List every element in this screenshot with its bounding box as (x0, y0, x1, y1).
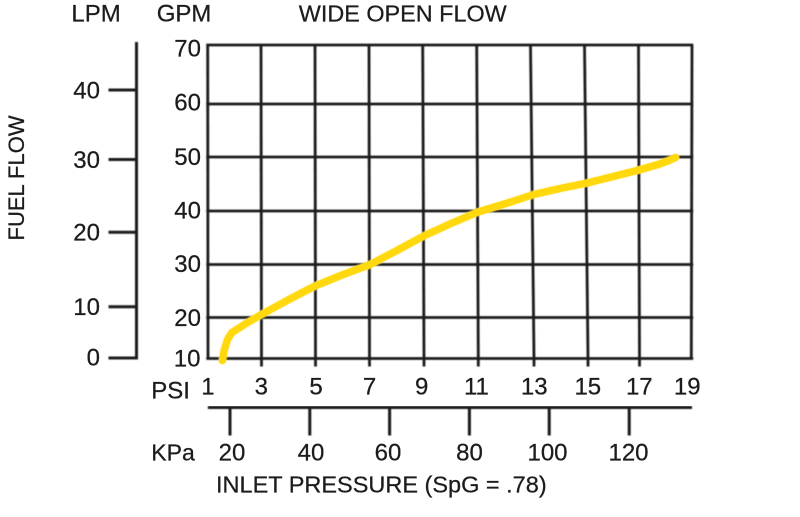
svg-text:70: 70 (174, 35, 201, 62)
svg-text:9: 9 (415, 374, 428, 401)
svg-text:3: 3 (255, 374, 268, 401)
svg-text:KPa: KPa (151, 439, 195, 465)
svg-text:40: 40 (298, 440, 325, 467)
svg-text:19: 19 (674, 374, 701, 401)
svg-text:LPM: LPM (71, 1, 120, 28)
svg-text:10: 10 (174, 345, 201, 372)
svg-text:60: 60 (375, 440, 402, 467)
svg-text:30: 30 (73, 147, 100, 174)
svg-text:100: 100 (527, 440, 567, 467)
svg-text:60: 60 (174, 90, 201, 117)
svg-text:10: 10 (73, 294, 100, 321)
svg-text:50: 50 (174, 144, 201, 171)
svg-text:20: 20 (73, 220, 100, 247)
svg-text:WIDE OPEN FLOW: WIDE OPEN FLOW (299, 0, 507, 26)
svg-text:0: 0 (87, 345, 100, 372)
svg-text:120: 120 (608, 440, 648, 467)
svg-text:11: 11 (464, 374, 489, 401)
svg-text:80: 80 (456, 440, 483, 467)
svg-text:FUEL FLOW: FUEL FLOW (4, 115, 29, 240)
svg-text:5: 5 (309, 374, 322, 401)
svg-text:13: 13 (521, 374, 548, 401)
svg-text:15: 15 (574, 374, 601, 401)
svg-text:INLET PRESSURE (SpG = .78): INLET PRESSURE (SpG = .78) (216, 472, 547, 498)
svg-text:7: 7 (363, 374, 376, 401)
svg-text:GPM: GPM (157, 1, 212, 28)
svg-text:20: 20 (174, 305, 201, 332)
svg-text:1: 1 (201, 374, 214, 401)
svg-text:40: 40 (73, 77, 100, 104)
svg-text:40: 40 (174, 198, 201, 225)
svg-text:17: 17 (626, 374, 653, 401)
svg-text:30: 30 (174, 251, 201, 278)
svg-text:20: 20 (219, 440, 246, 467)
svg-text:PSI: PSI (151, 378, 190, 405)
